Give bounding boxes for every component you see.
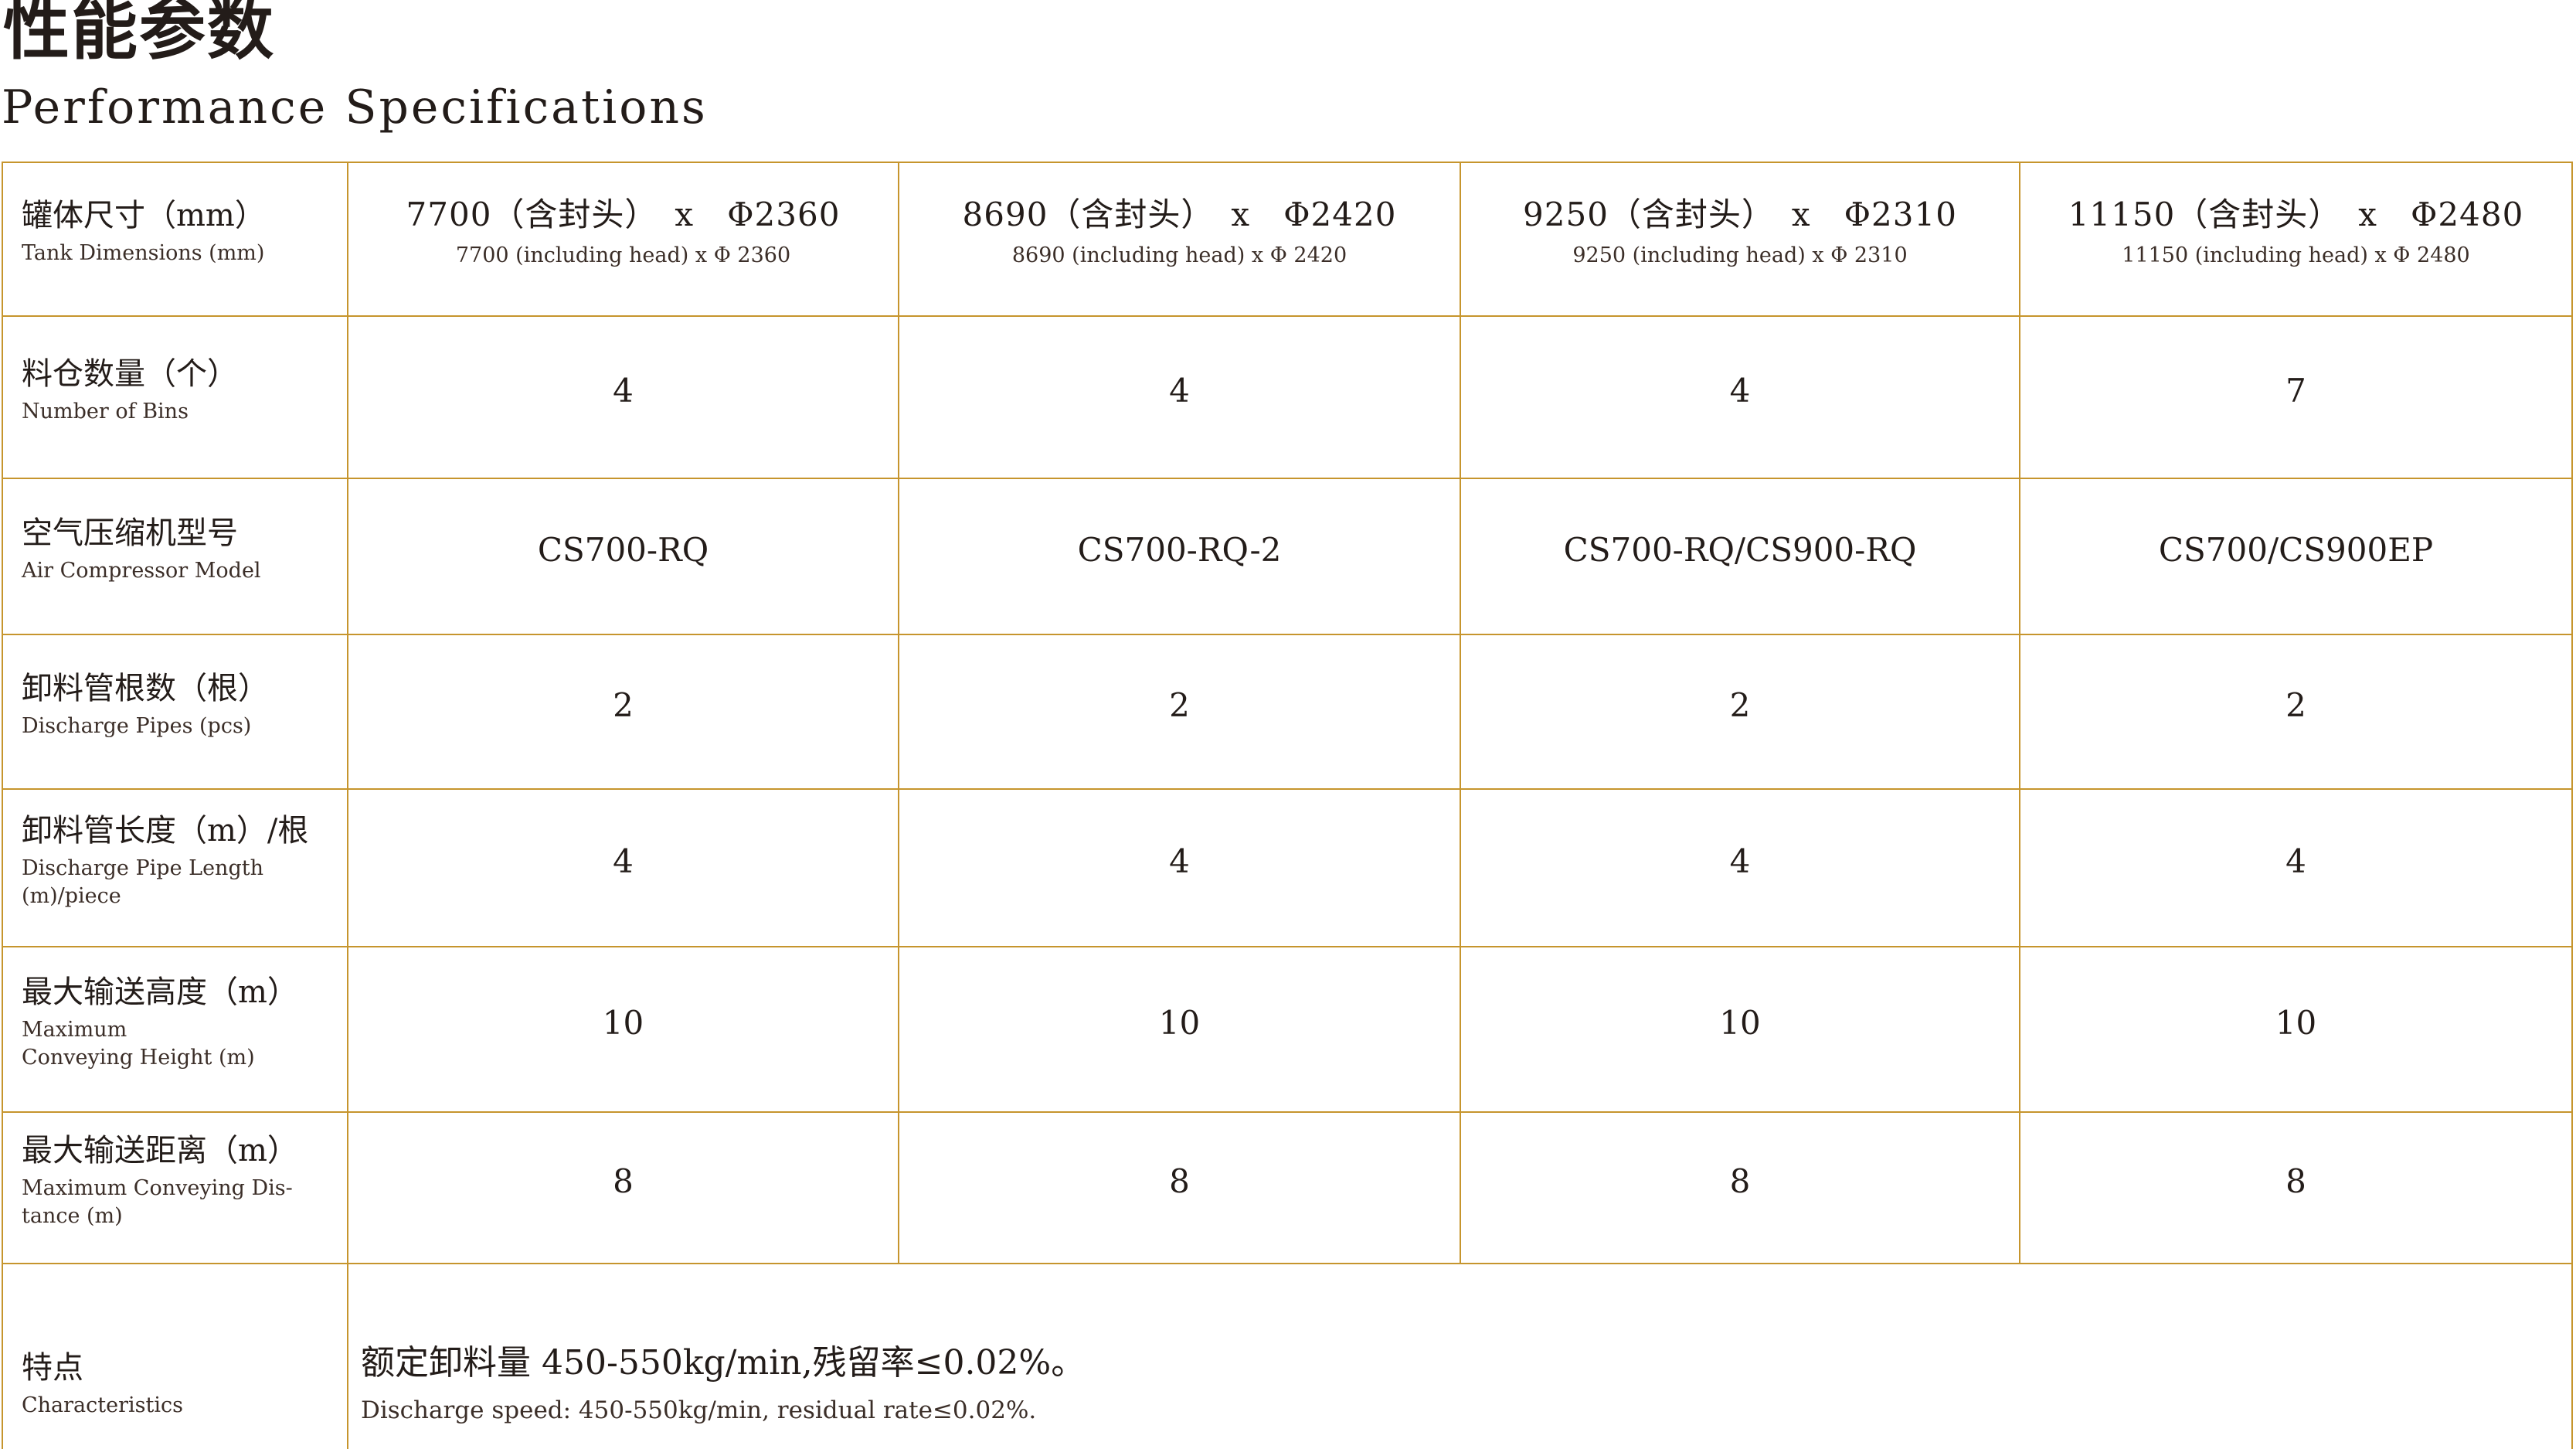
- value-text: 2: [613, 685, 634, 724]
- value-cell-pipe-length-4: 4: [2020, 790, 2571, 946]
- value-cell-pipes-2: 2: [899, 635, 1460, 788]
- label-zh-text: 最大输送高度（m）: [22, 974, 298, 1010]
- value-text: 2: [2285, 685, 2306, 724]
- label-en-text: Tank Dimensions (mm): [22, 241, 265, 266]
- value-cell-compressor-4: CS700/CS900EP: [2020, 479, 2571, 634]
- value-text: 4: [2285, 842, 2306, 880]
- value-cell-height-2: 10: [899, 947, 1460, 1111]
- row-label-discharge-pipe-length: 卸料管长度（m）/根 Discharge Pipe Length (m)/pie…: [3, 790, 347, 946]
- value-text: CS700/CS900EP: [2158, 530, 2434, 569]
- row-label-number-of-bins: 料仓数量（个） Number of Bins: [3, 317, 347, 478]
- value-text: 4: [1729, 371, 1751, 410]
- label-zh-text: 卸料管长度（m）/根: [22, 812, 309, 849]
- value-cell-compressor-3: CS700-RQ/CS900-RQ: [1461, 479, 2019, 634]
- value-cell-compressor-2: CS700-RQ-2: [899, 479, 1460, 634]
- header-cell-model-4: 11150（含封头） x Φ2480 11150 (including head…: [2020, 163, 2571, 315]
- value-cell-pipe-length-3: 4: [1461, 790, 2019, 946]
- row-label-air-compressor-model: 空气压缩机型号 Air Compressor Model: [3, 479, 347, 634]
- header-en-text: 8690 (including head) x Φ 2420: [1011, 243, 1347, 267]
- value-text: 10: [602, 1003, 644, 1042]
- header-cell-model-3: 9250（含封头） x Φ2310 9250 (including head) …: [1461, 163, 2019, 315]
- value-cell-bins-2: 4: [899, 317, 1460, 478]
- label-en-text: Air Compressor Model: [22, 558, 261, 583]
- header-en-text: 7700 (including head) x Φ 2360: [455, 243, 791, 267]
- label-zh-text: 空气压缩机型号: [22, 515, 238, 551]
- label-en-text: Maximum Conveying Dis- tance (m): [22, 1175, 293, 1228]
- value-cell-pipe-length-1: 4: [348, 790, 898, 946]
- label-zh-text: 罐体尺寸（mm）: [22, 198, 266, 234]
- label-en-text: Discharge Pipes (pcs): [22, 713, 252, 738]
- row-label-max-conveying-distance: 最大输送距离（m） Maximum Conveying Dis- tance (…: [3, 1113, 347, 1263]
- page-title: 性能参数: [3, 0, 275, 69]
- label-en-text: Discharge Pipe Length (m)/piece: [22, 855, 263, 908]
- value-cell-height-4: 10: [2020, 947, 2571, 1111]
- page-subtitle: Performance Specifications: [2, 80, 708, 134]
- header-zh-text: 11150（含封头） x Φ2480: [2068, 196, 2524, 234]
- value-cell-bins-4: 7: [2020, 317, 2571, 478]
- row-label-tank-dimensions: 罐体尺寸（mm） Tank Dimensions (mm): [3, 163, 347, 315]
- value-cell-distance-4: 8: [2020, 1113, 2571, 1263]
- row-label-max-conveying-height: 最大输送高度（m） Maximum Conveying Height (m): [3, 947, 347, 1111]
- label-zh-text: 料仓数量（个）: [22, 355, 238, 392]
- label-zh-text: 最大输送距离（m）: [22, 1132, 298, 1168]
- header-zh-text: 7700（含封头） x Φ2360: [406, 196, 841, 234]
- value-text: CS700-RQ-2: [1077, 530, 1282, 569]
- value-cell-height-1: 10: [348, 947, 898, 1111]
- value-cell-bins-3: 4: [1461, 317, 2019, 478]
- value-text: 4: [1169, 371, 1190, 410]
- value-text: 4: [613, 842, 634, 880]
- label-en-text: Number of Bins: [22, 399, 189, 423]
- value-text: 2: [1729, 685, 1751, 724]
- label-zh-text: 特点: [22, 1349, 83, 1386]
- value-text: 10: [2275, 1003, 2317, 1042]
- value-text: 2: [1169, 685, 1190, 724]
- spec-table: 罐体尺寸（mm） Tank Dimensions (mm) 7700（含封头） …: [2, 162, 2573, 1449]
- value-cell-distance-3: 8: [1461, 1113, 2019, 1263]
- value-cell-pipes-4: 2: [2020, 635, 2571, 788]
- value-cell-distance-2: 8: [899, 1113, 1460, 1263]
- header-cell-model-2: 8690（含封头） x Φ2420 8690 (including head) …: [899, 163, 1460, 315]
- value-text: 8: [613, 1162, 634, 1200]
- value-text: 10: [1719, 1003, 1761, 1042]
- header-zh-text: 8690（含封头） x Φ2420: [962, 196, 1397, 234]
- value-text: CS700-RQ/CS900-RQ: [1563, 530, 1917, 569]
- header-cell-model-1: 7700（含封头） x Φ2360 7700 (including head) …: [348, 163, 898, 315]
- value-text: 10: [1158, 1003, 1201, 1042]
- value-text: 8: [1169, 1162, 1190, 1200]
- row-label-characteristics: 特点 Characteristics: [3, 1264, 347, 1449]
- value-text: CS700-RQ: [537, 530, 709, 569]
- value-text: 8: [1729, 1162, 1751, 1200]
- value-cell-height-3: 10: [1461, 947, 2019, 1111]
- header-en-text: 11150 (including head) x Φ 2480: [2122, 243, 2470, 267]
- header-en-text: 9250 (including head) x Φ 2310: [1572, 243, 1908, 267]
- label-en-text: Maximum Conveying Height (m): [22, 1017, 255, 1070]
- value-cell-compressor-1: CS700-RQ: [348, 479, 898, 634]
- value-text: 4: [1729, 842, 1751, 880]
- feature-zh-text: 额定卸料量 450-550kg/min,残留率≤0.02%。: [361, 1342, 1086, 1383]
- value-text: 4: [613, 371, 634, 410]
- value-cell-pipes-1: 2: [348, 635, 898, 788]
- value-text: 8: [2285, 1162, 2306, 1200]
- label-en-text: Characteristics: [22, 1393, 183, 1417]
- row-label-discharge-pipes: 卸料管根数（根） Discharge Pipes (pcs): [3, 635, 347, 788]
- label-zh-text: 卸料管根数（根）: [22, 670, 269, 706]
- feature-en-text: Discharge speed: 450-550kg/min, residual…: [361, 1396, 1037, 1424]
- header-zh-text: 9250（含封头） x Φ2310: [1523, 196, 1957, 234]
- value-text: 7: [2285, 371, 2306, 410]
- value-cell-bins-1: 4: [348, 317, 898, 478]
- feature-cell: 额定卸料量 450-550kg/min,残留率≤0.02%。 Discharge…: [348, 1264, 2571, 1449]
- value-cell-distance-1: 8: [348, 1113, 898, 1263]
- value-cell-pipe-length-2: 4: [899, 790, 1460, 946]
- value-text: 4: [1169, 842, 1190, 880]
- value-cell-pipes-3: 2: [1461, 635, 2019, 788]
